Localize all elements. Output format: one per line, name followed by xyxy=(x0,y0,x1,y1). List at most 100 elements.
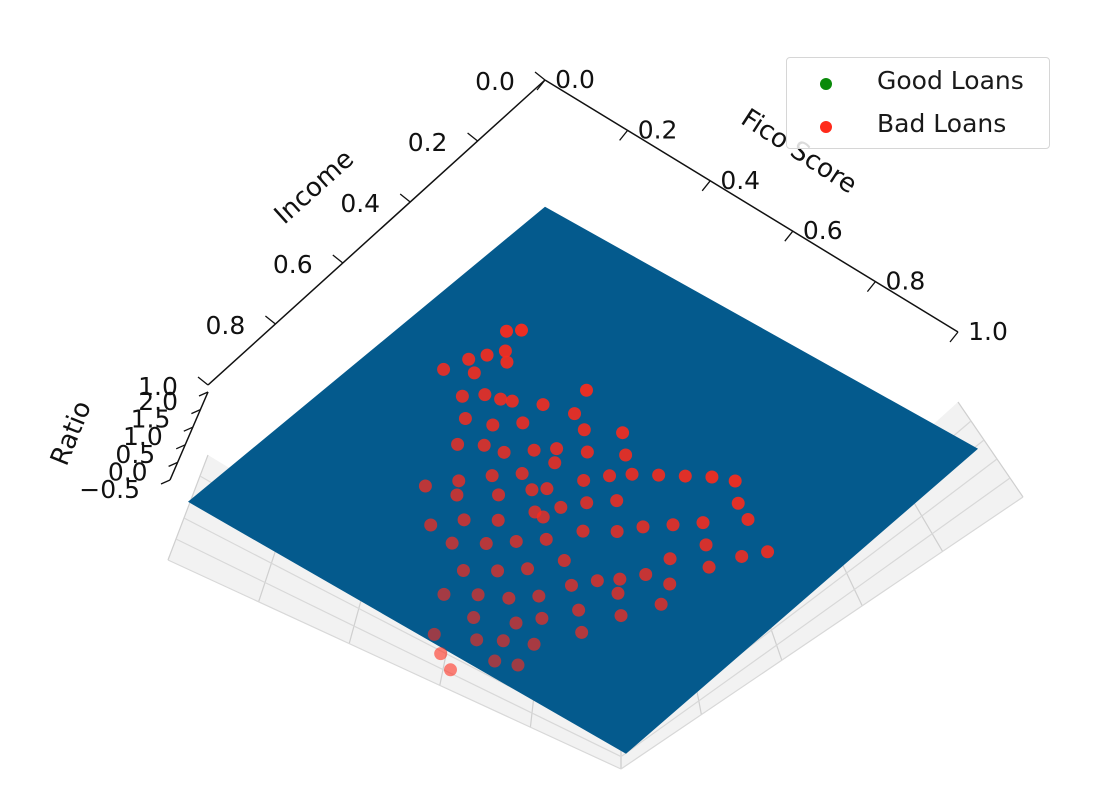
data-point-bad-loans xyxy=(478,388,492,402)
data-point-bad-loans xyxy=(580,383,593,397)
data-point-bad-loans xyxy=(445,536,459,550)
data-point-bad-loans xyxy=(424,518,438,532)
z-tick xyxy=(183,426,194,432)
data-point-bad-loans xyxy=(663,577,677,591)
data-point-bad-loans xyxy=(491,564,505,578)
data-point-bad-loans xyxy=(636,520,650,534)
grid-line-right-level xyxy=(620,477,1011,758)
data-point-bad-loans xyxy=(564,578,578,592)
legend-label-bad-loans: Bad Loans xyxy=(877,109,1007,138)
x-tick-label: 0.8 xyxy=(886,267,926,296)
z-tick-label: 1.5 xyxy=(131,405,171,434)
data-point-bad-loans xyxy=(575,625,589,639)
z-axis-label: Ratio xyxy=(45,397,98,470)
data-point-bad-loans xyxy=(527,637,541,651)
data-point-bad-loans xyxy=(525,483,539,497)
y-tick xyxy=(467,132,479,142)
legend-entry-bad-loans: Bad Loans xyxy=(787,103,1049,143)
data-point-bad-loans xyxy=(515,467,529,481)
data-point-bad-loans xyxy=(580,445,594,459)
data-point-bad-loans xyxy=(678,469,692,483)
data-point-bad-loans xyxy=(502,591,516,605)
data-point-bad-loans xyxy=(699,538,713,552)
data-point-bad-loans xyxy=(521,562,535,576)
y-tick-label: 0.2 xyxy=(408,128,448,157)
data-point-bad-loans xyxy=(619,448,633,462)
x-tick xyxy=(949,331,959,343)
x-tick-label: 0.2 xyxy=(638,115,678,144)
data-point-bad-loans xyxy=(527,443,541,457)
legend: Good Loans Bad Loans xyxy=(786,57,1050,149)
data-point-bad-loans xyxy=(505,394,519,408)
data-point-bad-loans xyxy=(470,633,484,647)
data-point-bad-loans xyxy=(532,589,546,603)
x-tick-label: 0.0 xyxy=(555,65,595,94)
y-tick-label: 1.0 xyxy=(138,372,178,401)
data-point-bad-loans xyxy=(705,470,719,484)
scatter-points xyxy=(418,323,775,677)
data-point-bad-loans xyxy=(614,609,628,623)
data-point-bad-loans xyxy=(480,348,494,362)
data-point-bad-loans xyxy=(741,512,755,526)
grid-line-right-level xyxy=(620,496,1024,770)
data-point-bad-loans xyxy=(458,412,472,425)
data-point-bad-loans xyxy=(509,534,523,548)
data-point-bad-loans xyxy=(443,663,457,677)
data-point-bad-loans xyxy=(467,366,481,380)
data-point-bad-loans xyxy=(539,532,553,546)
x-tick xyxy=(866,281,876,293)
data-point-bad-loans xyxy=(497,445,511,459)
z-tick-label: −0.5 xyxy=(79,475,140,504)
data-point-bad-loans xyxy=(554,500,568,514)
data-point-bad-loans xyxy=(603,469,617,483)
legend-label-good-loans: Good Loans xyxy=(877,66,1024,95)
grid-line-right xyxy=(957,401,1024,498)
data-point-bad-loans xyxy=(576,524,590,538)
grid-line-left xyxy=(167,454,209,561)
x-tick-label: 0.4 xyxy=(720,166,760,195)
data-point-bad-loans xyxy=(477,438,491,452)
data-point-bad-loans xyxy=(580,496,594,510)
data-point-bad-loans xyxy=(625,467,639,481)
z-axis-line xyxy=(169,391,209,481)
data-point-bad-loans xyxy=(572,603,586,617)
data-point-bad-loans xyxy=(452,474,466,488)
data-point-bad-loans xyxy=(613,572,627,586)
y-tick-label: 0.0 xyxy=(475,67,515,96)
z-tick-label: 0.5 xyxy=(115,440,155,469)
data-point-bad-loans xyxy=(550,442,564,456)
y-tick xyxy=(264,315,276,325)
x-tick xyxy=(784,230,794,242)
data-point-bad-loans xyxy=(418,479,432,493)
data-point-bad-loans xyxy=(515,323,529,337)
data-point-bad-loans xyxy=(500,324,514,338)
y-tick xyxy=(197,376,209,386)
data-point-bad-loans xyxy=(485,469,499,483)
data-point-bad-loans xyxy=(498,344,512,358)
z-tick xyxy=(198,391,209,397)
data-point-bad-loans xyxy=(577,473,591,487)
data-point-bad-loans xyxy=(496,634,510,648)
data-point-bad-loans xyxy=(735,549,749,563)
data-point-bad-loans xyxy=(616,426,630,440)
data-point-bad-loans xyxy=(457,513,471,527)
data-point-bad-loans xyxy=(437,362,451,376)
data-point-bad-loans xyxy=(611,586,625,600)
grid-line-left-level xyxy=(167,559,622,770)
data-point-bad-loans xyxy=(568,407,582,421)
data-point-bad-loans xyxy=(666,518,680,532)
x-tick xyxy=(536,79,546,91)
data-point-bad-loans xyxy=(731,496,745,510)
data-point-bad-loans xyxy=(437,587,451,601)
data-point-bad-loans xyxy=(462,352,476,366)
data-point-bad-loans xyxy=(467,611,481,625)
data-point-bad-loans xyxy=(610,494,624,508)
data-point-bad-loans xyxy=(540,482,554,496)
data-point-bad-loans xyxy=(479,537,493,551)
data-point-bad-loans xyxy=(486,418,500,432)
data-point-bad-loans xyxy=(494,392,508,406)
data-point-bad-loans xyxy=(450,488,464,502)
z-tick xyxy=(160,479,171,485)
y-tick-label: 0.8 xyxy=(206,311,246,340)
z-tick-label: 0.0 xyxy=(108,457,148,486)
